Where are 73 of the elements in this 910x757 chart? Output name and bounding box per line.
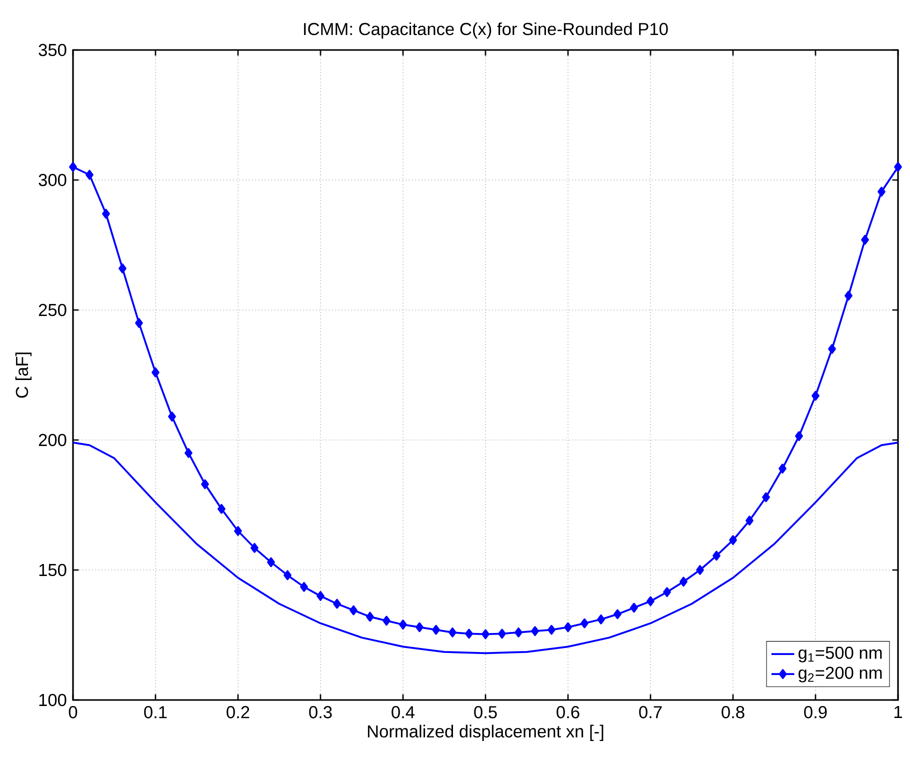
x-tick-label: 0.2 (226, 706, 250, 718)
point (663, 587, 671, 598)
point (844, 290, 852, 301)
x-axis-title: Normalized displacement xn [-] (368, 724, 604, 741)
point (416, 622, 424, 632)
point (201, 479, 209, 490)
point (382, 616, 390, 626)
chart-title: ICMM: Capacitance C(x) for Sine-Rounded P10 (304, 22, 668, 39)
x-tick-label: 0.9 (804, 706, 827, 718)
point (778, 464, 786, 474)
point (746, 516, 754, 526)
point (135, 318, 143, 328)
x-tick-label: 0.6 (556, 706, 580, 718)
x-tick-label: 0 (68, 706, 78, 718)
point (812, 390, 820, 401)
y-tick-label: 200 (38, 434, 66, 446)
point (234, 526, 242, 536)
point (894, 162, 902, 172)
x-tick-label: 0.1 (144, 706, 167, 718)
point (432, 624, 440, 635)
y-tick-label: 150 (39, 564, 66, 576)
y-tick-label: 350 (38, 44, 66, 56)
point (762, 492, 770, 502)
legend-label: g$_{2}$=200 nm (798, 666, 882, 682)
point (350, 605, 358, 616)
point (284, 570, 292, 580)
point (729, 535, 737, 546)
point (564, 622, 572, 632)
x-tick-label: 0.3 (309, 706, 332, 718)
point (696, 565, 704, 575)
x-tick-label: 0.5 (474, 706, 497, 718)
point (630, 602, 638, 613)
point (316, 591, 324, 601)
y-tick-label: 300 (38, 174, 66, 186)
point (102, 208, 110, 219)
point (300, 582, 308, 592)
legend-label: g$_{1}$=500 nm (798, 646, 882, 662)
point (184, 448, 192, 458)
point (712, 550, 720, 561)
point (333, 598, 341, 609)
point (366, 612, 374, 622)
x-tick-label: 1 (894, 706, 902, 718)
point (861, 234, 869, 245)
point (795, 431, 803, 442)
point (531, 626, 539, 636)
point (118, 263, 126, 274)
point (69, 162, 77, 172)
point (482, 629, 490, 640)
point (168, 412, 176, 422)
point (498, 628, 506, 639)
y-tick-label: 100 (39, 694, 66, 706)
x-tick-label: 0.8 (722, 706, 744, 718)
point (514, 627, 522, 638)
point (580, 618, 588, 628)
x-tick-label: 0.4 (392, 706, 415, 718)
point (267, 557, 275, 568)
x-tick-label: 0.7 (639, 706, 662, 718)
point (218, 504, 226, 514)
point (878, 186, 886, 197)
point (614, 609, 622, 620)
point (646, 596, 654, 606)
point (597, 614, 605, 624)
point (152, 367, 160, 378)
point (86, 170, 94, 180)
point (448, 627, 456, 638)
point (680, 576, 688, 587)
point (828, 344, 836, 354)
y-axis-title: C [aF] (15, 352, 32, 398)
point (465, 628, 473, 639)
y-tick-label: 250 (38, 304, 66, 316)
point (250, 542, 258, 553)
point (399, 620, 407, 630)
point (548, 624, 556, 635)
